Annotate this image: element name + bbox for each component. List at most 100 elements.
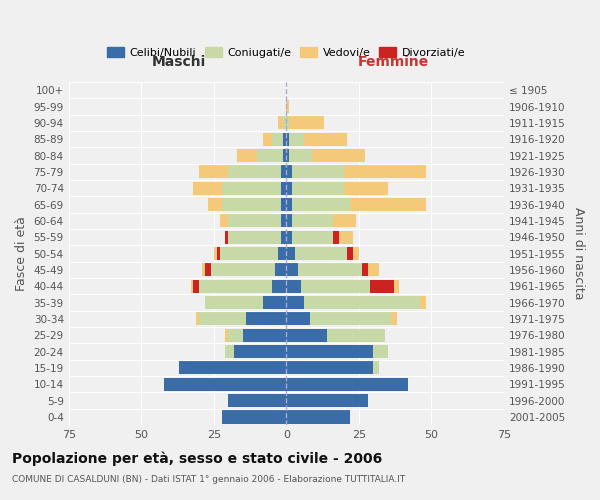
Bar xyxy=(196,312,199,326)
Bar xyxy=(286,410,350,424)
Text: Popolazione per età, sesso e stato civile - 2006: Popolazione per età, sesso e stato civil… xyxy=(12,451,382,466)
Bar xyxy=(263,132,272,145)
Legend: Celibi/Nubili, Coniugati/e, Vedovi/e, Divorziati/e: Celibi/Nubili, Coniugati/e, Vedovi/e, Di… xyxy=(103,43,470,62)
Bar xyxy=(298,264,362,276)
Bar xyxy=(226,230,228,244)
Bar xyxy=(237,149,257,162)
Bar xyxy=(257,149,283,162)
Bar xyxy=(191,280,193,293)
Bar xyxy=(228,166,281,178)
Bar xyxy=(202,264,205,276)
Bar xyxy=(281,166,286,178)
Bar xyxy=(289,149,313,162)
Bar xyxy=(281,182,286,194)
Bar xyxy=(193,280,199,293)
Text: Maschi: Maschi xyxy=(152,55,206,69)
Bar xyxy=(223,198,281,211)
Bar xyxy=(286,116,289,130)
Bar xyxy=(286,166,292,178)
Bar xyxy=(164,378,286,391)
Bar xyxy=(179,362,286,374)
Bar xyxy=(350,198,425,211)
Bar xyxy=(278,116,283,130)
Y-axis label: Anni di nascita: Anni di nascita xyxy=(572,208,585,300)
Bar xyxy=(362,264,368,276)
Bar xyxy=(263,296,286,309)
Bar xyxy=(228,328,243,342)
Bar xyxy=(272,132,283,145)
Bar xyxy=(301,280,370,293)
Bar xyxy=(310,312,391,326)
Bar xyxy=(275,264,286,276)
Bar xyxy=(344,182,388,194)
Bar xyxy=(286,149,289,162)
Bar xyxy=(286,214,292,228)
Bar xyxy=(289,116,324,130)
Bar xyxy=(286,100,289,113)
Bar xyxy=(228,230,281,244)
Bar xyxy=(228,394,286,407)
Bar xyxy=(292,198,350,211)
Bar xyxy=(394,280,400,293)
Bar xyxy=(281,214,286,228)
Bar xyxy=(286,394,368,407)
Bar xyxy=(347,247,353,260)
Bar xyxy=(217,247,220,260)
Bar xyxy=(199,280,272,293)
Bar xyxy=(368,264,379,276)
Bar xyxy=(333,214,356,228)
Bar xyxy=(281,230,286,244)
Bar xyxy=(286,296,304,309)
Text: COMUNE DI CASALDUNI (BN) - Dati ISTAT 1° gennaio 2006 - Elaborazione TUTTITALIA.: COMUNE DI CASALDUNI (BN) - Dati ISTAT 1°… xyxy=(12,476,405,484)
Bar xyxy=(283,132,286,145)
Bar xyxy=(292,214,333,228)
Text: Femmine: Femmine xyxy=(358,55,429,69)
Bar xyxy=(338,230,353,244)
Bar xyxy=(304,296,420,309)
Bar xyxy=(234,345,286,358)
Bar xyxy=(223,182,281,194)
Bar xyxy=(223,410,286,424)
Bar xyxy=(286,264,298,276)
Bar xyxy=(205,296,263,309)
Bar xyxy=(220,214,228,228)
Bar xyxy=(286,312,310,326)
Bar xyxy=(199,166,228,178)
Bar xyxy=(245,312,286,326)
Bar xyxy=(283,149,286,162)
Bar xyxy=(272,280,286,293)
Bar xyxy=(286,378,408,391)
Bar xyxy=(344,166,425,178)
Bar xyxy=(211,264,275,276)
Bar xyxy=(193,182,223,194)
Bar xyxy=(304,132,347,145)
Bar xyxy=(292,182,344,194)
Y-axis label: Fasce di età: Fasce di età xyxy=(15,216,28,291)
Bar xyxy=(286,328,327,342)
Bar xyxy=(278,247,286,260)
Bar xyxy=(205,264,211,276)
Bar xyxy=(292,166,344,178)
Bar xyxy=(286,362,373,374)
Bar xyxy=(286,132,289,145)
Bar xyxy=(286,247,295,260)
Bar xyxy=(327,328,385,342)
Bar xyxy=(243,328,286,342)
Bar xyxy=(286,198,292,211)
Bar xyxy=(353,247,359,260)
Bar xyxy=(313,149,365,162)
Bar xyxy=(295,247,347,260)
Bar xyxy=(286,345,373,358)
Bar xyxy=(286,230,292,244)
Bar xyxy=(373,362,379,374)
Bar xyxy=(391,312,397,326)
Bar xyxy=(214,247,217,260)
Bar xyxy=(370,280,394,293)
Bar xyxy=(333,230,338,244)
Bar xyxy=(226,328,228,342)
Bar xyxy=(286,182,292,194)
Bar xyxy=(228,214,281,228)
Bar xyxy=(199,312,245,326)
Bar xyxy=(289,132,304,145)
Bar xyxy=(420,296,425,309)
